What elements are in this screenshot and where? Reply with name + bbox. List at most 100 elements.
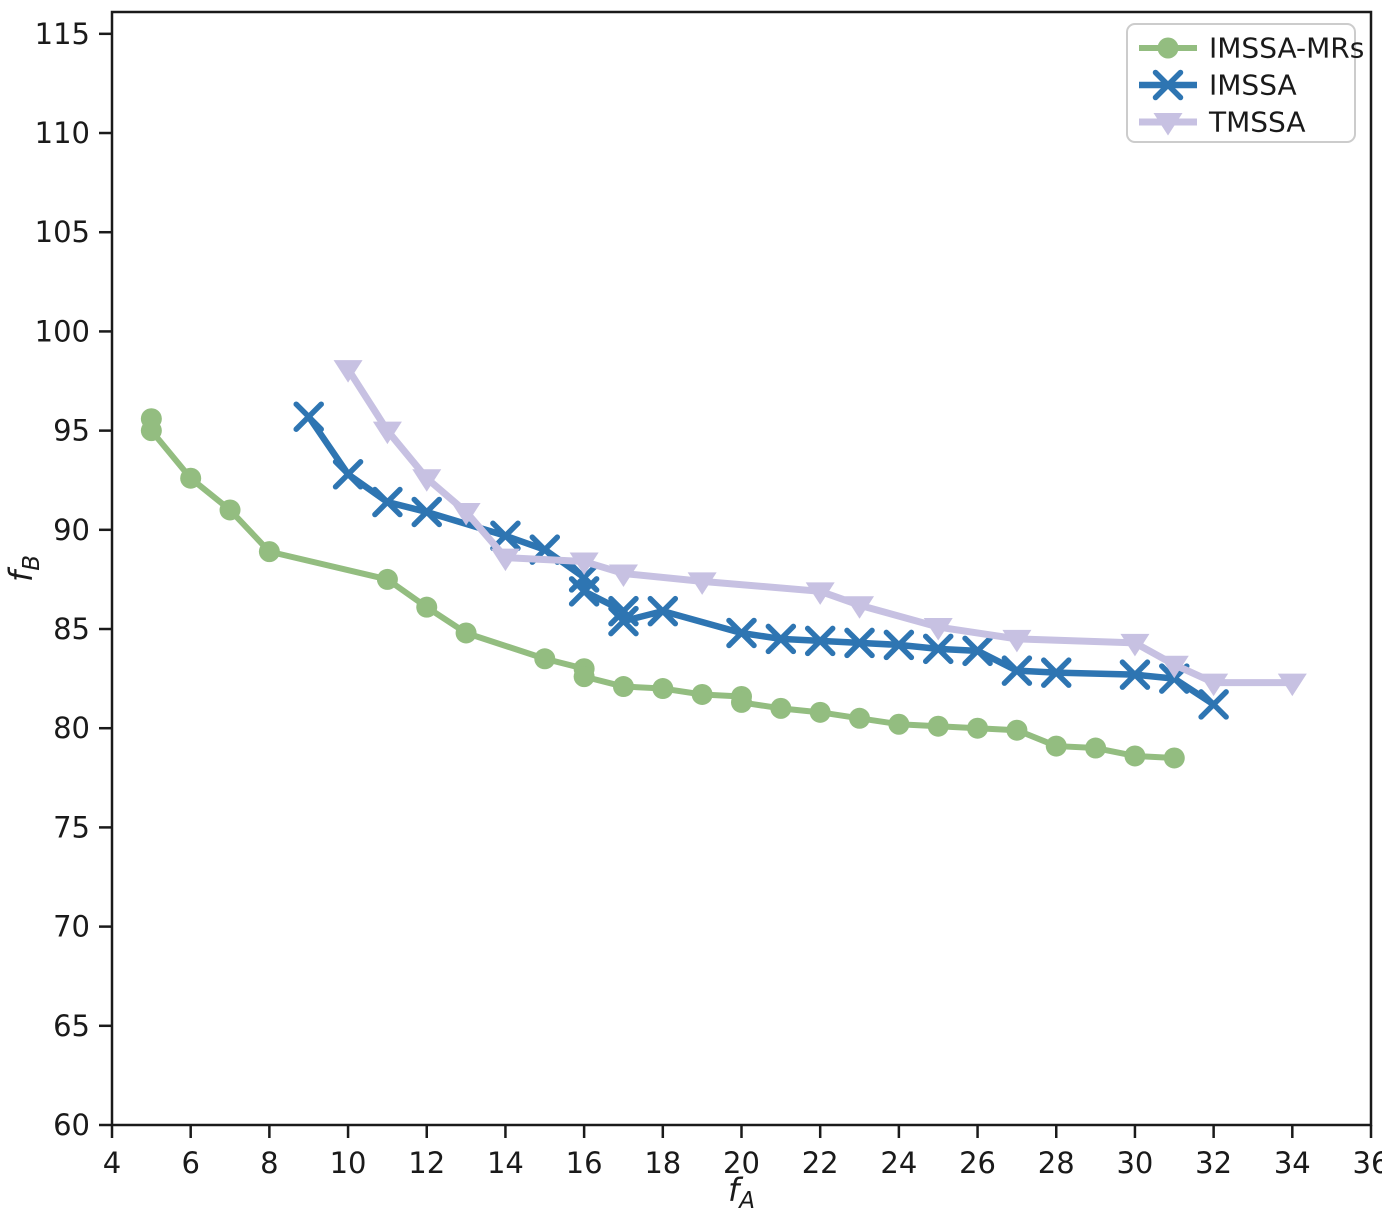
data-point-marker (731, 691, 752, 713)
legend-label: IMSSA-MRs (1209, 32, 1364, 65)
data-point-marker (1152, 69, 1184, 101)
data-point-marker (412, 469, 442, 492)
data-point-marker (1041, 657, 1072, 688)
legend-box (1126, 23, 1356, 143)
data-point-marker (888, 713, 910, 735)
series-imssa (293, 401, 1229, 720)
y-tick-label: 90 (53, 513, 90, 547)
data-point-marker (1119, 659, 1151, 690)
x-axis: 4 6 8 10 12 14 16 18 20 22 24 26 28 30 32 34 36 (103, 1125, 1382, 1180)
y-tick-label: 110 (35, 116, 90, 150)
x-tick-label: 18 (644, 1146, 681, 1180)
data-point-marker (332, 459, 364, 490)
data-point-marker (569, 552, 599, 576)
data-point-marker (809, 701, 831, 723)
legend-item-imssa-mrs: IMSSA-MRs (1139, 32, 1364, 65)
legend-label: TMSSA (1208, 106, 1305, 139)
x-tick-label: 16 (566, 1146, 603, 1180)
legend-label: IMSSA (1209, 69, 1297, 102)
x-tick-label: 34 (1274, 1146, 1311, 1180)
data-point-marker (765, 623, 797, 655)
data-point-marker (376, 568, 398, 590)
data-point-marker (1153, 113, 1183, 136)
data-point-marker (490, 548, 520, 572)
data-point-marker (967, 717, 989, 739)
data-point-marker (451, 502, 481, 526)
data-point-marker (333, 360, 363, 383)
legend-item-tmssa: TMSSA (1139, 106, 1305, 139)
x-tick-label: 28 (1038, 1146, 1075, 1180)
series-imssa-mrs (140, 408, 1185, 769)
data-point-marker (927, 715, 949, 737)
series-line (148, 415, 1178, 761)
data-point-marker (1006, 719, 1028, 741)
legend: IMSSA-MRs IMSSA TMSSA (1126, 23, 1364, 143)
data-point-marker (922, 633, 954, 665)
data-point-marker (573, 666, 595, 688)
data-point-marker (1085, 737, 1107, 759)
x-tick-label: 12 (408, 1146, 445, 1180)
data-point-marker (845, 596, 875, 619)
data-point-marker (1120, 633, 1150, 657)
data-point-marker (844, 627, 875, 659)
data-point-marker (1001, 655, 1033, 686)
x-tick-label: 30 (1116, 1146, 1153, 1180)
y-tick-label: 105 (35, 215, 90, 249)
x-tick-label: 10 (330, 1146, 367, 1180)
data-point-marker (1199, 673, 1229, 697)
data-point-marker (1045, 735, 1067, 757)
data-point-marker (293, 401, 324, 432)
data-point-marker (691, 683, 713, 705)
data-point-marker (962, 635, 993, 667)
data-point-marker (849, 707, 871, 729)
series-tmssa (333, 360, 1307, 697)
x-tick-label: 24 (880, 1146, 917, 1180)
data-point-marker (416, 596, 438, 618)
data-point-marker (612, 676, 634, 698)
data-point-marker (726, 617, 757, 649)
data-point-marker (258, 541, 280, 563)
data-point-marker (1277, 673, 1307, 697)
y-tick-label: 80 (53, 711, 90, 745)
y-tick-label: 95 (53, 414, 90, 448)
data-point-marker (455, 622, 477, 644)
data-point-marker (608, 595, 639, 627)
data-point-marker (372, 486, 403, 518)
plot-border (110, 10, 1373, 1127)
data-point-marker (647, 595, 679, 627)
data-point-marker (652, 678, 674, 700)
data-point-marker (804, 625, 836, 657)
data-point-marker (687, 572, 717, 595)
y-tick-label: 65 (53, 1009, 90, 1043)
data-point-marker (140, 420, 162, 442)
data-point-marker (568, 576, 600, 607)
data-point-marker (1002, 629, 1032, 653)
data-point-marker (608, 605, 639, 637)
series-line (305, 413, 1217, 708)
data-point-marker (411, 496, 442, 528)
y-tick-label: 60 (53, 1108, 90, 1142)
data-point-marker (1157, 37, 1179, 59)
data-point-marker (219, 499, 241, 521)
x-tick-label: 14 (487, 1146, 524, 1180)
data-point-marker (608, 564, 638, 587)
y-tick-label: 100 (35, 314, 90, 348)
x-tick-label: 32 (1195, 1146, 1232, 1180)
y-axis: 60 65 70 75 80 85 90 95 100 105 110 115 (35, 17, 112, 1142)
y-tick-label: 115 (35, 17, 90, 51)
x-tick-label: 22 (802, 1146, 839, 1180)
series-line (344, 365, 1296, 687)
data-point-marker (534, 648, 556, 670)
data-point-marker (372, 421, 402, 445)
x-tick-label: 36 (1353, 1146, 1382, 1180)
data-point-marker (1198, 689, 1229, 720)
data-point-marker (1124, 745, 1146, 767)
data-point-marker (180, 467, 202, 489)
x-tick-label: 20 (723, 1146, 760, 1180)
data-point-marker (923, 618, 953, 641)
y-axis-label: fB (2, 555, 45, 582)
x-tick-label: 4 (103, 1146, 121, 1180)
data-point-marker (1159, 655, 1189, 679)
legend-item-imssa: IMSSA (1139, 69, 1297, 102)
